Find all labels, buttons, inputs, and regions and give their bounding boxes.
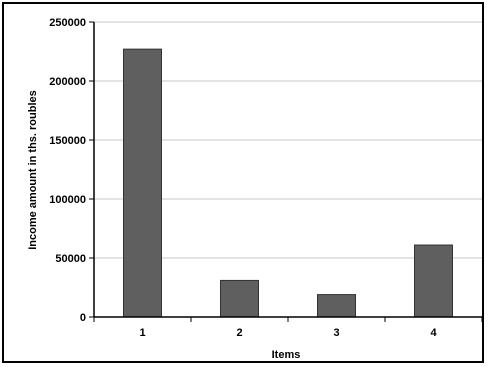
bar-item-1 xyxy=(123,48,162,318)
x-tick-label: 1 xyxy=(139,327,145,339)
x-tick-label: 2 xyxy=(236,327,242,339)
y-tick-labels: 0 50000 100000 150000 200000 250000 xyxy=(49,17,94,324)
bars xyxy=(123,48,453,318)
y-tick-label: 100000 xyxy=(49,194,86,206)
y-tick-label: 0 xyxy=(80,312,86,324)
x-axis-title: Items xyxy=(272,349,301,361)
x-tick-label: 3 xyxy=(333,327,339,339)
x-tick-labels: 1 2 3 4 xyxy=(93,317,483,339)
y-tick-label: 200000 xyxy=(49,76,86,88)
y-tick-label: 250000 xyxy=(49,17,86,29)
x-tick-label: 4 xyxy=(430,327,437,339)
bar-item-4 xyxy=(414,244,453,318)
bar-item-3 xyxy=(317,294,356,318)
y-tick-label: 150000 xyxy=(49,135,86,147)
y-tick-label: 50000 xyxy=(55,253,86,265)
bar-item-2 xyxy=(220,279,259,318)
y-axis-title: Income amount in ths. roubles xyxy=(27,90,39,250)
